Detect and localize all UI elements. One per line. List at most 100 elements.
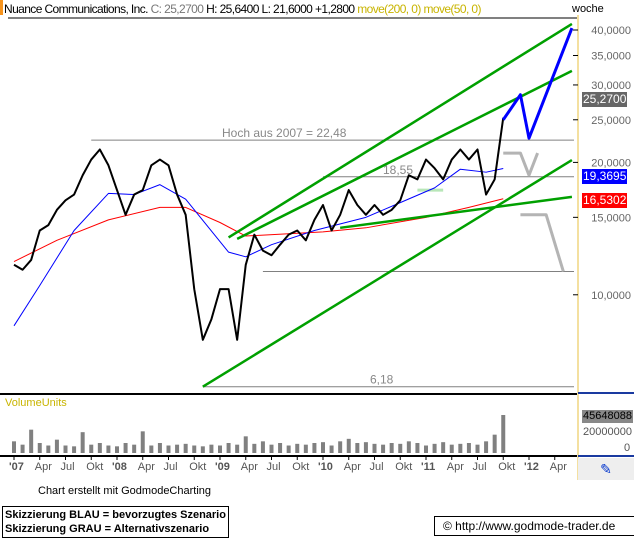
volume-bar [29,429,34,453]
volume-zero-label: 0 [624,442,631,454]
volume-bar [389,443,394,453]
volume-bar [175,444,180,453]
x-tick-label: Okt [292,461,309,473]
level-label: 6,18 [370,373,394,387]
volume-bar [329,445,334,453]
volume-bar [209,444,214,453]
volume-bar [20,444,25,453]
volume-bar [97,443,102,453]
x-tick-label: Jul [473,461,487,473]
volume-bar [200,446,205,453]
volume-bar [235,444,240,453]
volume-max-tag: 45648088 [582,410,633,423]
x-tick-label: '07 [9,461,24,473]
volume-bar [501,415,506,453]
volume-bar [381,444,386,453]
volume-bar [466,443,471,453]
volume-bar [12,441,16,453]
volume-bar [46,445,51,453]
x-tick-label: Jul [164,461,178,473]
draw-tool-button[interactable]: ✎ [578,458,634,480]
change-value: +1,2800 [314,2,355,16]
x-tick-label: '08 [112,461,127,473]
volume-bar [363,442,368,453]
volume-bar [123,443,128,453]
volume-bar [372,443,377,453]
credit-text: Chart erstellt mit GodmodeCharting [38,485,212,497]
company-name: Nuance Communications, Inc. [4,2,148,16]
volume-bar [458,443,463,453]
x-tick-label: Jul [61,461,75,473]
alternative-scenario [520,213,565,272]
ma200-line [13,198,504,263]
y-tick-label: 10,0000 [591,290,631,302]
x-tick-label: Okt [498,461,515,473]
volume-bar [54,439,59,453]
x-tick-label: Apr [550,461,567,473]
volume-bar [89,444,94,453]
volume-bar [63,445,68,453]
volume-bar [157,443,162,453]
volume-bar [424,445,428,453]
volume-bar [346,438,351,453]
x-tick-label: Okt [86,461,103,473]
ma50-label: move(50, 0) [423,2,481,16]
volume-bar [115,446,119,453]
volume-bar [80,432,85,453]
ma50-tag: 19,3695 [582,169,628,184]
x-tick-label: Apr [344,461,361,473]
volume-bar [415,443,420,453]
volume-bar [441,442,446,453]
volume-bar [432,443,437,453]
volume-bar [492,434,497,453]
volume-bar [192,445,197,453]
legend-blue: Skizzierung BLAU = bevorzugtes Szenario [5,509,226,521]
x-tick-label: Jul [370,461,384,473]
trend-line [227,22,573,239]
volume-bar [303,444,308,453]
volume-bar [286,445,291,453]
volume-bar [166,445,171,453]
volume-bar [218,445,222,453]
close-value: C: 25,2700 [150,2,204,16]
x-tick-label: Apr [447,461,464,473]
preferred-scenario [502,27,574,140]
legend-gray: Skizzierung GRAU = Alternativszenario [5,523,210,535]
volume-bar [338,441,343,453]
volume-bar [260,441,265,453]
volume-bar [149,445,154,453]
ma50-line [13,168,504,327]
volume-bar [321,442,325,453]
close-price-tag: 25,2700 [582,92,628,107]
level-label: 18,55 [383,163,413,177]
level-label: Hoch aus 2007 = 22,48 [222,126,347,140]
x-tick-label: '12 [524,461,539,473]
volume-bar [406,441,411,453]
trend-line [202,158,573,388]
y-tick-label: 15,0000 [591,212,631,224]
trend-line [340,195,573,230]
orange-marker [0,0,3,15]
volume-label: VolumeUnits [5,397,67,409]
volume-bar [106,445,111,453]
pen-icon: ✎ [600,461,612,477]
x-tick-label: Apr [35,461,52,473]
volume-bar [278,443,283,453]
volume-bar [312,443,317,453]
x-tick-label: Okt [395,461,412,473]
x-tick-label: '11 [421,461,435,473]
low-value: L: 21,6000 [261,2,313,16]
x-tick-label: '09 [215,461,230,473]
scenario-legend: Skizzierung BLAU = bevorzugtes Szenario … [2,506,229,538]
volume-bar [449,444,454,453]
y-tick-label: 25,0000 [591,115,631,127]
volume-bar [140,431,145,453]
x-tick-label: '10 [318,461,333,473]
x-tick-label: Apr [138,461,155,473]
copyright-link[interactable]: © http://www.godmode-trader.de [434,516,634,536]
volume-bar [183,443,188,453]
period-label[interactable]: woche [572,3,604,15]
y-tick-label: 35,0000 [591,51,631,63]
volume-bar [72,446,77,453]
